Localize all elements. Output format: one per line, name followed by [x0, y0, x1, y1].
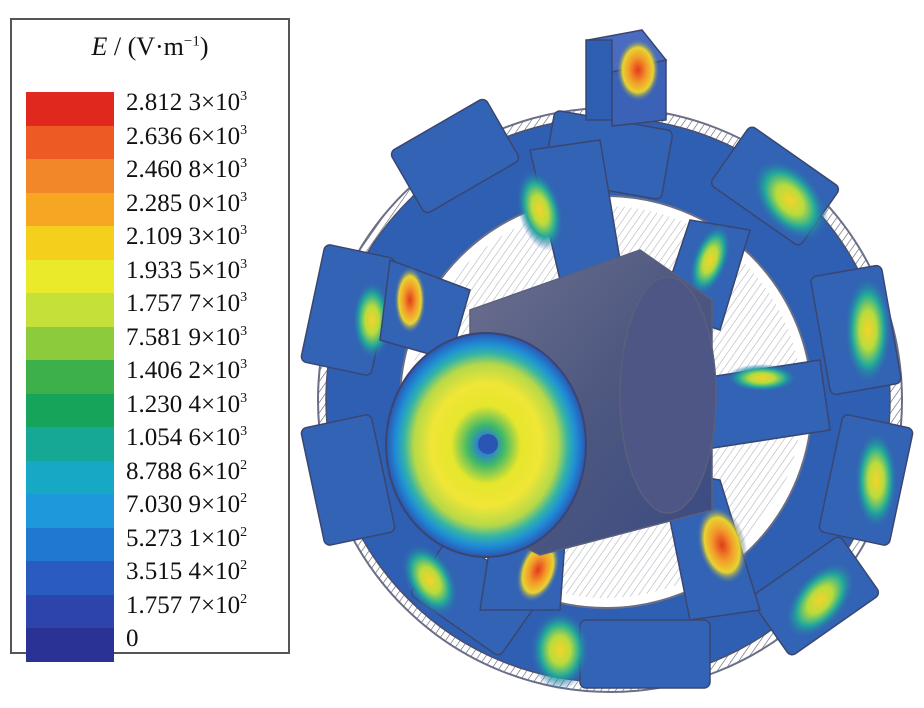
times-ten: ×10 — [201, 558, 241, 585]
legend-level-label: 1.406 2×103 — [126, 354, 247, 388]
legend-swatch — [26, 293, 114, 327]
color-swatch-column — [26, 92, 114, 662]
legend-level-label: 1.757 7×103 — [126, 287, 247, 321]
colorbar-legend: E / (V·m−1) 2.812 3×103 2.636 6×103 2.460 … — [10, 18, 290, 662]
times-ten: ×10 — [201, 424, 241, 451]
level-mantissa: 1.933 5 — [126, 256, 201, 284]
level-mantissa: 5.273 1 — [126, 524, 201, 552]
level-exponent: 3 — [240, 223, 248, 238]
level-exponent: 2 — [240, 558, 248, 573]
level-mantissa: 7.581 9 — [126, 323, 201, 351]
legend-swatch — [26, 159, 114, 193]
level-mantissa: 1.757 7 — [126, 290, 201, 317]
times-ten: ×10 — [201, 89, 241, 116]
legend-level-label: 7.581 9×103 — [126, 321, 247, 355]
level-mantissa: 3.515 4 — [126, 558, 201, 585]
legend-level-label: 8.788 6×102 — [126, 455, 247, 489]
level-mantissa: 7.030 9 — [126, 491, 201, 518]
legend-swatch — [26, 226, 114, 260]
level-exponent: 3 — [240, 189, 248, 205]
legend-swatch — [26, 594, 114, 628]
level-mantissa: 2.109 3 — [126, 223, 201, 250]
level-exponent: 3 — [240, 122, 248, 138]
stator-field-hotspots — [352, 158, 898, 690]
level-exponent: 3 — [240, 89, 248, 104]
level-mantissa: 2.285 0 — [126, 189, 201, 217]
times-ten: ×10 — [201, 223, 241, 250]
legend-level-label: 1.230 4×103 — [126, 388, 247, 422]
legend-swatch — [26, 393, 114, 427]
legend-level-label: 2.812 3×103 — [126, 86, 247, 120]
legend-unit-prefix: / (V·m — [107, 32, 184, 61]
legend-swatch — [26, 259, 114, 293]
times-ten: ×10 — [201, 390, 241, 418]
level-exponent: 3 — [240, 256, 248, 272]
level-exponent: 3 — [240, 290, 248, 305]
level-exponent: 3 — [240, 390, 248, 406]
legend-unit-suffix: ) — [199, 32, 209, 61]
legend-swatch — [26, 360, 114, 394]
level-exponent: 3 — [240, 357, 248, 372]
times-ten: ×10 — [201, 156, 241, 183]
legend-swatch — [26, 460, 114, 494]
legend-level-label: 2.460 8×103 — [126, 153, 247, 187]
legend-level-label: 2.109 3×103 — [126, 220, 247, 254]
legend-level-label: 0 — [126, 622, 247, 656]
legend-swatch — [26, 427, 114, 461]
level-exponent: 2 — [240, 457, 248, 473]
legend-level-label: 2.636 6×103 — [126, 120, 247, 154]
legend-swatch — [26, 527, 114, 561]
legend-level-label: 7.030 9×102 — [126, 488, 247, 522]
times-ten: ×10 — [201, 290, 241, 317]
level-label-column: 2.812 3×103 2.636 6×103 2.460 8×103 2.285 0… — [126, 86, 247, 656]
level-mantissa: 1.406 2 — [126, 357, 201, 384]
legend-level-label: 1.757 7×102 — [126, 589, 247, 623]
level-exponent: 2 — [240, 524, 248, 540]
legend-swatch — [26, 92, 114, 126]
times-ten: ×10 — [201, 122, 241, 150]
level-mantissa: 2.812 3 — [126, 89, 201, 116]
level-mantissa: 2.636 6 — [126, 122, 201, 150]
times-ten: ×10 — [201, 524, 241, 552]
legend-level-label: 1.054 6×103 — [126, 421, 247, 455]
legend-quantity-symbol: E — [91, 32, 108, 61]
level-exponent: 3 — [240, 424, 248, 439]
level-mantissa: 1.757 7 — [126, 591, 201, 619]
times-ten: ×10 — [201, 189, 241, 217]
level-mantissa: 1.230 4 — [126, 390, 201, 418]
rotor-cylinder — [385, 249, 717, 558]
legend-swatch — [26, 125, 114, 159]
level-mantissa: 1.054 6 — [126, 424, 201, 451]
legend-swatch — [26, 326, 114, 360]
level-mantissa: 2.460 8 — [126, 156, 201, 183]
legend-swatch — [26, 561, 114, 595]
legend-swatch — [26, 628, 114, 662]
level-exponent: 3 — [240, 323, 248, 339]
legend-unit-exponent: −1 — [183, 33, 200, 50]
terminal-box — [585, 29, 668, 127]
spoke-field-hotspots — [394, 169, 798, 603]
level-mantissa: 8.788 6 — [126, 457, 201, 485]
legend-level-label: 5.273 1×102 — [126, 522, 247, 556]
times-ten: ×10 — [201, 357, 241, 384]
level-mantissa: 0 — [126, 625, 139, 652]
times-ten: ×10 — [201, 491, 241, 518]
times-ten: ×10 — [201, 323, 241, 351]
level-exponent: 3 — [240, 156, 248, 171]
times-ten: ×10 — [201, 256, 241, 284]
level-exponent: 2 — [240, 591, 248, 607]
legend-level-label: 1.933 5×103 — [126, 254, 247, 288]
legend-title: E / (V·m−1) — [12, 32, 288, 62]
level-exponent: 2 — [240, 491, 248, 506]
legend-swatch — [26, 494, 114, 528]
motor-field-model — [300, 29, 914, 693]
legend-swatch — [26, 192, 114, 226]
legend-level-label: 3.515 4×102 — [126, 555, 247, 589]
times-ten: ×10 — [201, 591, 241, 619]
legend-level-label: 2.285 0×103 — [126, 187, 247, 221]
times-ten: ×10 — [201, 457, 241, 485]
